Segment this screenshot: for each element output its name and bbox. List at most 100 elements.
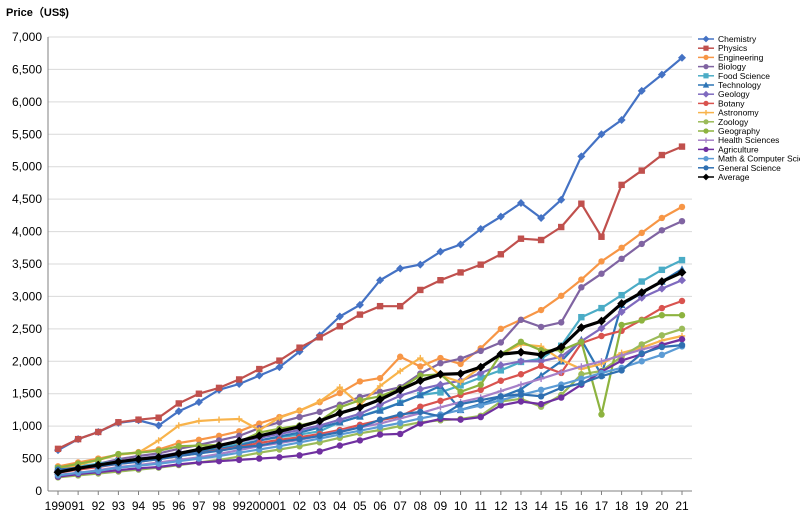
data-point	[703, 137, 709, 143]
x-tick-label: 97	[192, 499, 206, 513]
data-point	[496, 349, 506, 359]
data-point	[598, 270, 605, 277]
gridlines	[48, 36, 692, 492]
data-point	[477, 413, 484, 421]
data-point	[214, 441, 224, 450]
x-tick-label: 94	[132, 499, 146, 513]
data-point	[336, 384, 344, 391]
y-tick-label: 1,000	[12, 419, 42, 433]
data-point	[703, 119, 709, 125]
data-point	[497, 367, 505, 374]
data-point	[396, 411, 404, 418]
data-point	[417, 363, 424, 370]
data-point	[235, 456, 243, 464]
data-point	[256, 442, 263, 449]
data-point	[638, 317, 645, 324]
data-point	[517, 338, 525, 346]
data-point	[637, 86, 646, 95]
data-point	[618, 291, 625, 299]
data-point	[618, 367, 625, 374]
legend-item: Biology	[698, 62, 747, 72]
data-point	[174, 448, 184, 458]
data-point	[175, 457, 182, 465]
series-biology	[54, 217, 686, 475]
data-point	[517, 316, 525, 323]
data-point	[558, 356, 565, 364]
data-point	[537, 400, 545, 408]
x-tick-label: 18	[615, 499, 629, 513]
x-tick-label: 19	[635, 499, 649, 513]
data-point	[316, 408, 323, 416]
legend-label: Geography	[718, 126, 761, 136]
series-line	[57, 279, 683, 472]
data-point	[477, 402, 484, 409]
data-point	[457, 382, 464, 389]
series-line	[57, 338, 683, 476]
legend-label: Zoology	[718, 117, 749, 127]
x-tick-label: 08	[414, 499, 428, 513]
data-point	[356, 378, 364, 385]
legend-item: General Science	[698, 163, 781, 173]
x-tick-label: 12	[494, 499, 508, 513]
data-point	[74, 469, 82, 477]
data-point	[477, 374, 484, 381]
legend-item: Math & Computer Science	[698, 154, 800, 164]
x-tick-label: 2000	[246, 499, 273, 513]
x-tick-label: 98	[212, 499, 226, 513]
data-point	[457, 400, 464, 408]
data-point	[356, 424, 364, 431]
data-point	[657, 284, 666, 293]
legend-item: Technology	[698, 80, 762, 90]
series-line	[57, 338, 683, 478]
data-point	[235, 428, 243, 435]
legend-label: Chemistry	[718, 34, 757, 44]
data-point	[457, 355, 464, 362]
data-point	[95, 467, 102, 475]
data-point	[375, 395, 385, 404]
x-tick-label: 07	[394, 499, 408, 513]
x-tick-label: 17	[595, 499, 609, 513]
data-point	[296, 452, 303, 459]
legend-item: Health Sciences	[698, 135, 779, 145]
data-point	[517, 381, 525, 388]
x-tick-label: 01	[273, 499, 287, 513]
data-point	[617, 299, 627, 308]
data-point	[115, 419, 122, 426]
data-point	[336, 389, 344, 397]
legend-item: Agriculture	[698, 144, 759, 154]
data-point	[537, 236, 545, 244]
data-point	[537, 375, 545, 382]
x-tick-label: 15	[555, 499, 569, 513]
data-point	[638, 278, 645, 285]
y-tick-label: 1,500	[12, 387, 42, 401]
data-point	[436, 380, 445, 389]
data-point	[175, 400, 182, 407]
data-point	[517, 398, 525, 405]
data-point	[95, 456, 102, 464]
legend-item: Zoology	[698, 117, 749, 127]
x-tick-label: 05	[353, 499, 367, 513]
axes: 0 500 1,000 1,500 2,000 2,500 3,000 3,500 4,000 4…	[12, 30, 692, 513]
data-point	[376, 276, 385, 285]
data-point	[517, 235, 525, 242]
data-point	[597, 130, 606, 139]
legend-label: Health Sciences	[718, 135, 779, 145]
data-point	[537, 323, 545, 331]
data-point	[376, 423, 384, 430]
data-point	[457, 406, 464, 414]
data-point	[437, 413, 444, 420]
data-point	[396, 264, 405, 273]
data-point	[578, 276, 585, 283]
legend-label: General Science	[718, 163, 781, 173]
data-point	[417, 415, 424, 422]
data-point	[557, 195, 566, 204]
data-point	[316, 398, 323, 405]
data-point	[154, 421, 163, 430]
data-point	[638, 358, 645, 365]
data-point	[578, 338, 585, 346]
data-point	[254, 431, 264, 441]
data-point	[578, 371, 585, 378]
data-point	[496, 212, 505, 221]
x-tick-label: 95	[152, 499, 166, 513]
